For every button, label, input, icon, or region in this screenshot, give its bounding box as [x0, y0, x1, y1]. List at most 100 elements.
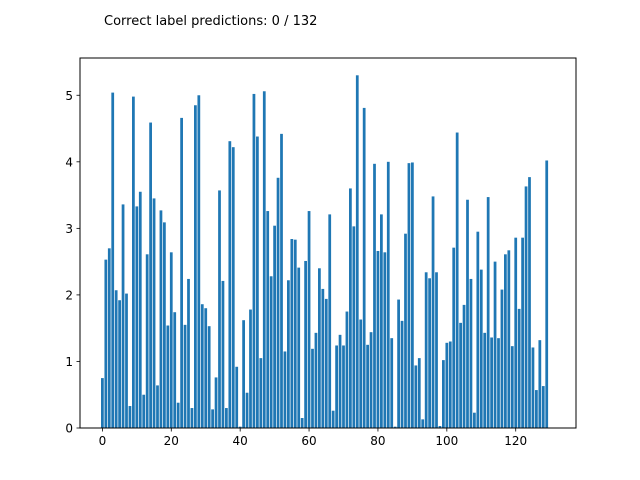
bar-125	[531, 347, 535, 428]
bar-29	[200, 304, 204, 428]
bar-7	[125, 293, 128, 428]
bar-117	[504, 254, 507, 428]
bar-54	[287, 280, 290, 428]
bar-84	[390, 338, 394, 428]
bar-24	[183, 324, 187, 428]
x-tick-label: 80	[370, 434, 385, 448]
bar-8	[128, 406, 132, 428]
plot-frame	[79, 57, 577, 429]
bar-32	[211, 409, 214, 428]
y-axis-ticks: 0 1 2 3 4 5	[65, 89, 80, 436]
bar-52	[280, 133, 283, 428]
bar-39	[235, 366, 239, 428]
bar-13	[145, 254, 149, 428]
bar-95	[428, 278, 431, 428]
bar-65	[324, 298, 328, 428]
bar-98	[438, 426, 442, 428]
bar-66	[328, 214, 332, 428]
bar-87	[400, 320, 404, 428]
bar-5	[118, 300, 121, 428]
x-tick-label: 20	[164, 434, 179, 448]
bar-49	[269, 276, 273, 428]
bar-118	[507, 250, 511, 428]
bar-96	[431, 196, 435, 428]
bar-70	[342, 345, 345, 428]
x-tick-label: 120	[504, 434, 527, 448]
bar-20	[169, 252, 173, 428]
bar-22	[176, 402, 180, 428]
bar-129	[545, 160, 549, 429]
bar-53	[283, 351, 287, 428]
bar-31	[207, 326, 211, 428]
bar-77	[366, 344, 369, 428]
bar-104	[459, 322, 462, 428]
bar-80	[376, 250, 380, 428]
bar-58	[300, 418, 304, 428]
bar-119	[510, 346, 514, 428]
bar-19	[166, 325, 170, 428]
bar-69	[338, 334, 342, 428]
bar-43	[249, 309, 252, 428]
bar-111	[483, 332, 487, 428]
bar-106	[466, 199, 469, 428]
bar-108	[473, 412, 476, 428]
bar-35	[221, 280, 225, 428]
bar-88	[404, 233, 407, 428]
bar-127	[538, 340, 542, 428]
bar-50	[273, 225, 276, 428]
bar-109	[476, 231, 480, 428]
bar-128	[541, 386, 545, 428]
bar-14	[149, 122, 152, 429]
bar-4	[114, 290, 118, 428]
bar-101	[448, 341, 452, 428]
bar-126	[535, 390, 538, 428]
bar-89	[407, 163, 411, 428]
bar-1	[104, 259, 108, 428]
bar-23	[180, 117, 183, 428]
bar-67	[331, 410, 335, 428]
bar-3	[111, 92, 115, 429]
bar-63	[318, 268, 321, 428]
bar-26	[190, 408, 194, 428]
bar-6	[121, 204, 125, 428]
bar-9	[132, 96, 135, 429]
bar-33	[214, 377, 218, 428]
bar-113	[490, 337, 493, 428]
bar-100	[445, 342, 449, 428]
bar-102	[452, 247, 456, 428]
bar-92	[417, 358, 421, 428]
bar-107	[469, 278, 473, 428]
x-tick-label: 0	[99, 434, 107, 448]
bar-68	[335, 345, 338, 428]
bar-93	[421, 419, 425, 428]
bar-90	[411, 162, 414, 428]
y-tick-label: 2	[65, 288, 73, 302]
bar-51	[276, 177, 280, 428]
bar-34	[218, 190, 221, 428]
bar-122	[521, 237, 524, 428]
x-tick-label: 60	[301, 434, 316, 448]
bar-55	[290, 239, 294, 428]
bar-75	[359, 319, 363, 428]
bar-116	[500, 289, 504, 428]
bar-82	[383, 252, 387, 428]
bar-28	[197, 95, 201, 429]
bar-36	[225, 408, 228, 428]
x-tick-label: 100	[435, 434, 458, 448]
bar-81	[380, 214, 383, 428]
bar-10	[135, 206, 139, 428]
bar-27	[194, 105, 197, 428]
bar-99	[442, 360, 445, 428]
bar-85	[393, 426, 397, 428]
y-tick-label: 0	[65, 422, 73, 436]
bar-41	[242, 320, 245, 428]
bar-73	[352, 226, 356, 428]
bars-group	[101, 75, 549, 429]
bar-79	[373, 163, 376, 428]
bar-120	[514, 237, 518, 428]
y-tick-label: 5	[65, 89, 73, 103]
bar-17	[159, 210, 163, 428]
bar-47	[262, 91, 266, 429]
bar-15	[152, 198, 156, 428]
bar-11	[138, 191, 142, 428]
